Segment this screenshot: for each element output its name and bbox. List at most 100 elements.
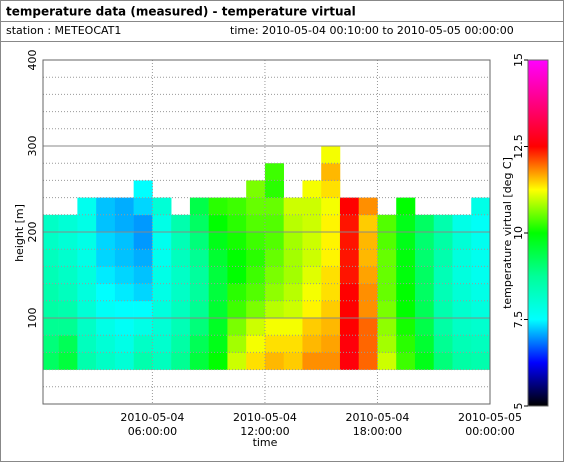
cell bbox=[43, 335, 59, 353]
cell bbox=[339, 249, 360, 267]
cell bbox=[133, 266, 153, 284]
colorbar-tick-label: 5 bbox=[512, 403, 525, 410]
cell bbox=[283, 232, 303, 250]
cell bbox=[77, 214, 97, 233]
station: station : METEOCAT1 bbox=[6, 24, 121, 37]
cell bbox=[189, 266, 209, 284]
cell bbox=[414, 249, 435, 267]
cell bbox=[96, 214, 116, 233]
cell bbox=[264, 249, 284, 267]
cell bbox=[189, 283, 209, 302]
cell bbox=[114, 197, 134, 216]
cell bbox=[264, 180, 284, 198]
cell bbox=[43, 352, 59, 370]
cell bbox=[433, 352, 453, 370]
cell bbox=[246, 214, 266, 233]
cell bbox=[152, 300, 172, 319]
cell bbox=[471, 318, 491, 336]
cell bbox=[171, 335, 191, 353]
cell bbox=[208, 318, 228, 336]
cell bbox=[283, 318, 303, 336]
cell bbox=[246, 197, 266, 216]
cell bbox=[264, 214, 284, 233]
cell bbox=[283, 249, 303, 267]
cell bbox=[396, 197, 416, 216]
cell bbox=[152, 352, 172, 370]
cell bbox=[152, 197, 172, 216]
cell bbox=[171, 352, 191, 370]
cell bbox=[43, 232, 59, 250]
cell bbox=[377, 283, 397, 302]
cell bbox=[133, 249, 153, 267]
cell bbox=[452, 283, 472, 302]
cell bbox=[58, 318, 78, 336]
cell bbox=[246, 300, 266, 319]
cell bbox=[171, 318, 191, 336]
cell bbox=[414, 300, 435, 319]
cell bbox=[43, 283, 59, 302]
cell bbox=[358, 318, 378, 336]
cell bbox=[452, 232, 472, 250]
cell bbox=[171, 300, 191, 319]
cell bbox=[189, 214, 209, 233]
cell bbox=[114, 214, 134, 233]
cell bbox=[208, 283, 228, 302]
cell bbox=[396, 318, 416, 336]
cell bbox=[43, 249, 59, 267]
cell bbox=[471, 352, 491, 370]
cell bbox=[433, 249, 453, 267]
cell bbox=[358, 249, 378, 267]
cell bbox=[452, 335, 472, 353]
cell bbox=[96, 318, 116, 336]
colorbar-tick-label: 7.5 bbox=[512, 311, 525, 329]
cell bbox=[321, 163, 341, 181]
cell bbox=[452, 266, 472, 284]
cell bbox=[377, 266, 397, 284]
cell bbox=[358, 283, 378, 302]
cell bbox=[377, 352, 397, 370]
cell bbox=[58, 232, 78, 250]
cell bbox=[321, 283, 341, 302]
x-tick-label: 2010-05-05 00:00:00 bbox=[458, 411, 522, 438]
cell bbox=[339, 214, 360, 233]
cell bbox=[77, 352, 97, 370]
cell bbox=[246, 352, 266, 370]
cell bbox=[58, 249, 78, 267]
cell bbox=[433, 266, 453, 284]
cell bbox=[321, 352, 341, 370]
y-tick-label: 400 bbox=[26, 50, 39, 71]
cell bbox=[471, 335, 491, 353]
cell bbox=[58, 214, 78, 233]
cell bbox=[246, 283, 266, 302]
cell bbox=[283, 352, 303, 370]
cell bbox=[58, 300, 78, 319]
cell bbox=[283, 214, 303, 233]
cell bbox=[302, 266, 322, 284]
cell bbox=[227, 300, 247, 319]
cell bbox=[471, 249, 491, 267]
cell bbox=[133, 318, 153, 336]
cell bbox=[302, 318, 322, 336]
cell bbox=[396, 214, 416, 233]
cell bbox=[358, 197, 378, 216]
cell bbox=[96, 232, 116, 250]
cell bbox=[114, 335, 134, 353]
cell bbox=[133, 197, 153, 216]
cell bbox=[396, 352, 416, 370]
cell bbox=[321, 249, 341, 267]
cell bbox=[227, 352, 247, 370]
cell bbox=[246, 180, 266, 198]
cell bbox=[114, 300, 134, 319]
cell bbox=[246, 266, 266, 284]
cell bbox=[264, 300, 284, 319]
y-tick-label: 300 bbox=[26, 136, 39, 157]
cell bbox=[302, 249, 322, 267]
cell bbox=[264, 352, 284, 370]
cell bbox=[227, 335, 247, 353]
cell bbox=[208, 249, 228, 267]
cell bbox=[414, 335, 435, 353]
cell bbox=[377, 300, 397, 319]
cell bbox=[189, 232, 209, 250]
period: time: 2010-05-04 00:10:00 to 2010-05-05 … bbox=[230, 24, 514, 37]
cell bbox=[302, 352, 322, 370]
